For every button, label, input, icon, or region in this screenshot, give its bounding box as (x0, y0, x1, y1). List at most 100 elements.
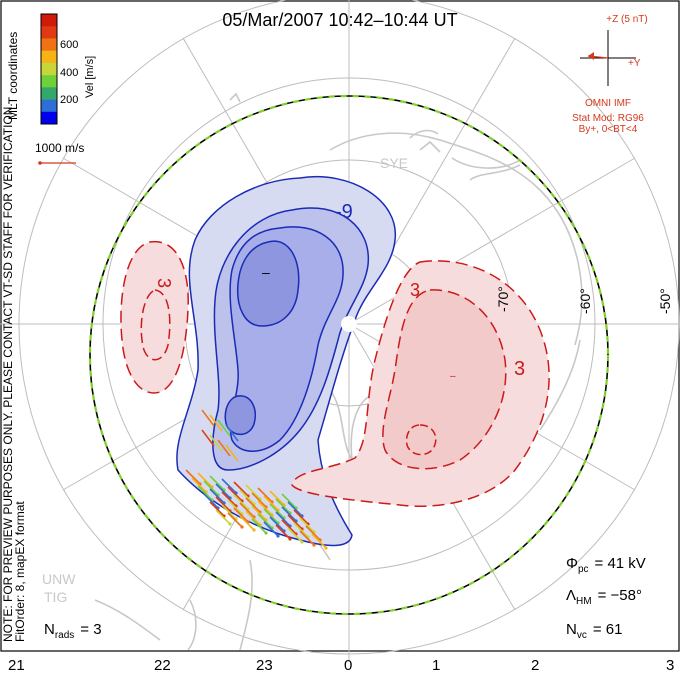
velocity-vector (227, 486, 243, 502)
velocity-vector (269, 516, 285, 532)
pole-marker (341, 316, 357, 332)
svg-text:Nvc= 61: Nvc = 61 (566, 621, 622, 641)
velocity-vector (275, 511, 291, 527)
velocity-vector-tip (300, 540, 304, 544)
velocity-vector (275, 498, 291, 514)
velocity-vector (269, 503, 285, 519)
contour-label-pos-3: 3 (154, 278, 174, 288)
preview-note: NOTE: FOR PREVIEW PURPOSES ONLY. PLEASE … (1, 103, 15, 642)
stat-phi-pc: Φpc = 41 kV (566, 555, 646, 575)
velocity-vector (257, 500, 273, 516)
velocity-vector (209, 501, 225, 517)
svg-text:Φpc= 41 kV: Φpc = 41 kV (566, 555, 646, 575)
velocity-vector (239, 489, 255, 505)
contour-label-pos-2: 3 (514, 358, 525, 380)
stat-n-vc: Nvc = 61 (566, 621, 622, 641)
positive-cell-dawn-inner (140, 289, 171, 361)
negative-cell-secondary-core (224, 395, 256, 436)
vector-scale-dot (38, 161, 42, 165)
velocity-vector (233, 507, 249, 523)
velocity-vector (287, 514, 303, 530)
velocity-vector (251, 505, 267, 521)
velocity-vector (221, 491, 237, 507)
map-title: 05/Mar/2007 10:42–10:44 UT (222, 10, 457, 30)
velocity-vector (299, 530, 315, 546)
velocity-vector-tip (228, 522, 232, 526)
colorbar-swatch (41, 87, 57, 100)
stat-n-rads: Nrads = 3 (44, 621, 102, 641)
colorbar-swatch (41, 111, 57, 125)
colorbar-swatch (41, 50, 57, 64)
velocity-vector (287, 527, 303, 543)
velocity-vector (227, 499, 243, 515)
mlt-tick-2: 2 (531, 657, 539, 674)
station-label-sye: SYE (380, 155, 408, 171)
colorbar-tick-600: 600 (60, 39, 78, 51)
velocity-vector (281, 506, 297, 522)
colorbar-swatch (41, 99, 57, 113)
velocity-vector (287, 501, 303, 517)
velocity-vector (281, 519, 297, 535)
imf-z-label: +Z (5 nT) (606, 14, 647, 25)
velocity-vector (227, 512, 243, 528)
velocity-vector (209, 434, 223, 452)
velocity-vector (209, 475, 225, 491)
velocity-vector (245, 497, 261, 513)
positive-cell-dawn (120, 241, 189, 394)
velocity-vector (225, 444, 239, 462)
svg-text:ΛHM= −58°: ΛHM = −58° (566, 587, 642, 607)
coordinates-label: MLT coordinates (6, 32, 20, 120)
velocity-vector (197, 472, 213, 488)
positive-cell-dusk-inner (382, 289, 507, 470)
colorbar-tick-200: 200 (60, 94, 78, 106)
velocity-vector (197, 485, 213, 501)
velocity-vector (257, 513, 273, 529)
imf-vector-arrowhead (588, 52, 594, 60)
contour-center-neg: – (262, 264, 270, 280)
velocity-vector (209, 414, 223, 432)
velocity-vector-tip (252, 528, 256, 532)
velocity-vector-tip (240, 525, 244, 529)
contour-center-pos: – (450, 371, 456, 382)
velocity-vector (239, 515, 255, 531)
velocity-colorbar (40, 13, 58, 125)
velocity-vector (221, 478, 237, 494)
svg-text:Nrads= 3: Nrads = 3 (44, 621, 102, 641)
negative-cell-core (236, 240, 300, 327)
colorbar-swatch (41, 14, 57, 27)
stat-model-label: Stat Mod: RG96 (572, 113, 644, 124)
mlt-tick-22: 22 (154, 657, 171, 674)
velocity-vector (221, 504, 237, 520)
mlt-tick-1: 1 (432, 657, 440, 674)
velocity-vector (185, 469, 201, 485)
station-label-unw: UNW (42, 571, 76, 587)
colorbar-frame (40, 13, 58, 125)
imf-omni-label: OMNI IMF (585, 98, 631, 109)
colorbar-tick-400: 400 (60, 67, 78, 79)
velocity-vector (209, 488, 225, 504)
imf-condition-label: By+, 0<BT<4 (579, 124, 638, 135)
velocity-vector (275, 524, 291, 540)
velocity-vector (215, 496, 231, 512)
hm-boundary-green (88, 94, 610, 616)
velocity-vector-tip (288, 537, 292, 541)
velocity-vector (269, 490, 285, 506)
velocity-vector (217, 439, 231, 457)
velocity-vector (299, 517, 315, 533)
positive-cell-dusk-core (405, 424, 437, 456)
velocity-vector (263, 521, 279, 537)
velocity-vector (225, 424, 239, 442)
station-label-tig: TIG (44, 589, 67, 605)
velocity-vector (217, 419, 231, 437)
velocity-vector (203, 480, 219, 496)
velocity-vector (245, 510, 261, 526)
mlt-tick-21: 21 (8, 657, 25, 674)
lat-label-60: -60° (577, 288, 593, 314)
velocity-vector (245, 484, 261, 500)
velocity-vector (311, 533, 327, 549)
mlt-tick-3: 3 (666, 657, 674, 674)
contour-label-pos-1: 3 (410, 280, 420, 300)
stat-lambda-hm: ΛHM = −58° (566, 587, 642, 607)
